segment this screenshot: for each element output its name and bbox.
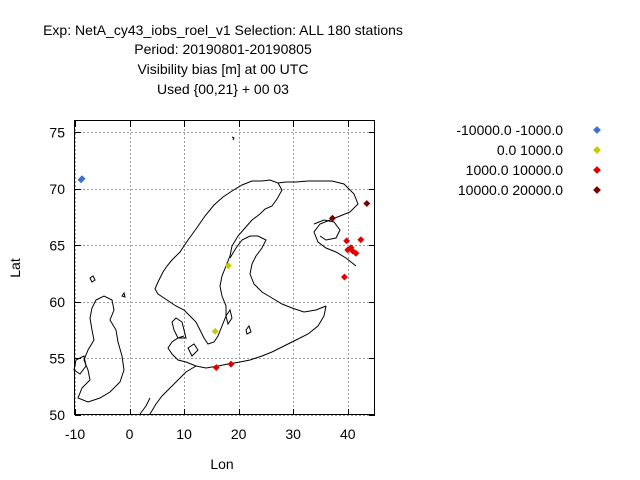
coastline-map: [73, 136, 359, 415]
legend-marker: [593, 146, 601, 154]
grid: -10 0 10 20 30 40 50 55 60 65 70 75: [49, 121, 375, 442]
x-axis-label: Lon: [210, 456, 233, 472]
x-tick-label: 40: [340, 426, 356, 442]
legend-label: 10000.0 20000.0: [458, 182, 563, 198]
plot-frame: [74, 120, 375, 415]
data-point: [224, 262, 232, 270]
chart-title-line-3: Visibility bias [m] at 00 UTC: [138, 61, 309, 77]
legend-label: 1000.0 10000.0: [466, 162, 564, 178]
legend-marker: [593, 166, 601, 174]
y-tick-label: 50: [49, 407, 65, 423]
legend-marker: [593, 186, 601, 194]
x-tick-label: 0: [126, 426, 134, 442]
x-tick-label: 20: [231, 426, 247, 442]
legend-marker: [593, 126, 601, 134]
chart-title-line-4: Used {00,21} + 00 03: [157, 81, 289, 97]
y-tick-label: 75: [49, 124, 65, 140]
y-tick-label: 65: [49, 237, 65, 253]
legend-label: 0.0 1000.0: [497, 142, 563, 158]
legend-label: -10000.0 -1000.0: [456, 122, 563, 138]
chart-title-line-2: Period: 20190801-20190805: [134, 41, 312, 57]
data-point: [77, 176, 85, 184]
data-point: [343, 237, 351, 245]
data-point: [212, 363, 220, 372]
data-point: [211, 327, 219, 335]
data-point: [363, 199, 371, 208]
y-axis-label: Lat: [7, 258, 23, 278]
data-point: [340, 273, 349, 281]
y-tick-label: 70: [49, 181, 65, 197]
data-point: [227, 360, 235, 368]
y-tick-label: 55: [49, 350, 65, 366]
x-tick-label: 30: [285, 426, 301, 442]
data-point: [352, 249, 360, 257]
y-tick-label: 60: [49, 294, 65, 310]
data-point: [357, 236, 365, 244]
x-tick-label: -10: [65, 426, 85, 442]
data-point: [328, 214, 337, 222]
chart-title-line-1: Exp: NetA_cy43_iobs_roel_v1 Selection: A…: [43, 22, 403, 38]
x-tick-label: 10: [176, 426, 192, 442]
data-points: [77, 175, 371, 372]
legend: -10000.0 -1000.0 0.0 1000.0 1000.0 10000.0…: [456, 122, 601, 198]
